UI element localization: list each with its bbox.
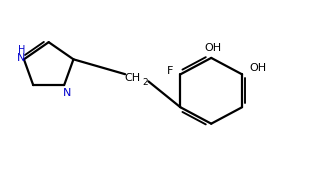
Text: N: N xyxy=(63,88,71,98)
Text: N: N xyxy=(17,53,26,63)
Text: 2: 2 xyxy=(143,78,148,87)
Text: H: H xyxy=(18,45,25,55)
Text: OH: OH xyxy=(204,43,221,53)
Text: F: F xyxy=(167,66,174,76)
Text: OH: OH xyxy=(250,63,267,73)
Text: CH: CH xyxy=(124,73,140,83)
